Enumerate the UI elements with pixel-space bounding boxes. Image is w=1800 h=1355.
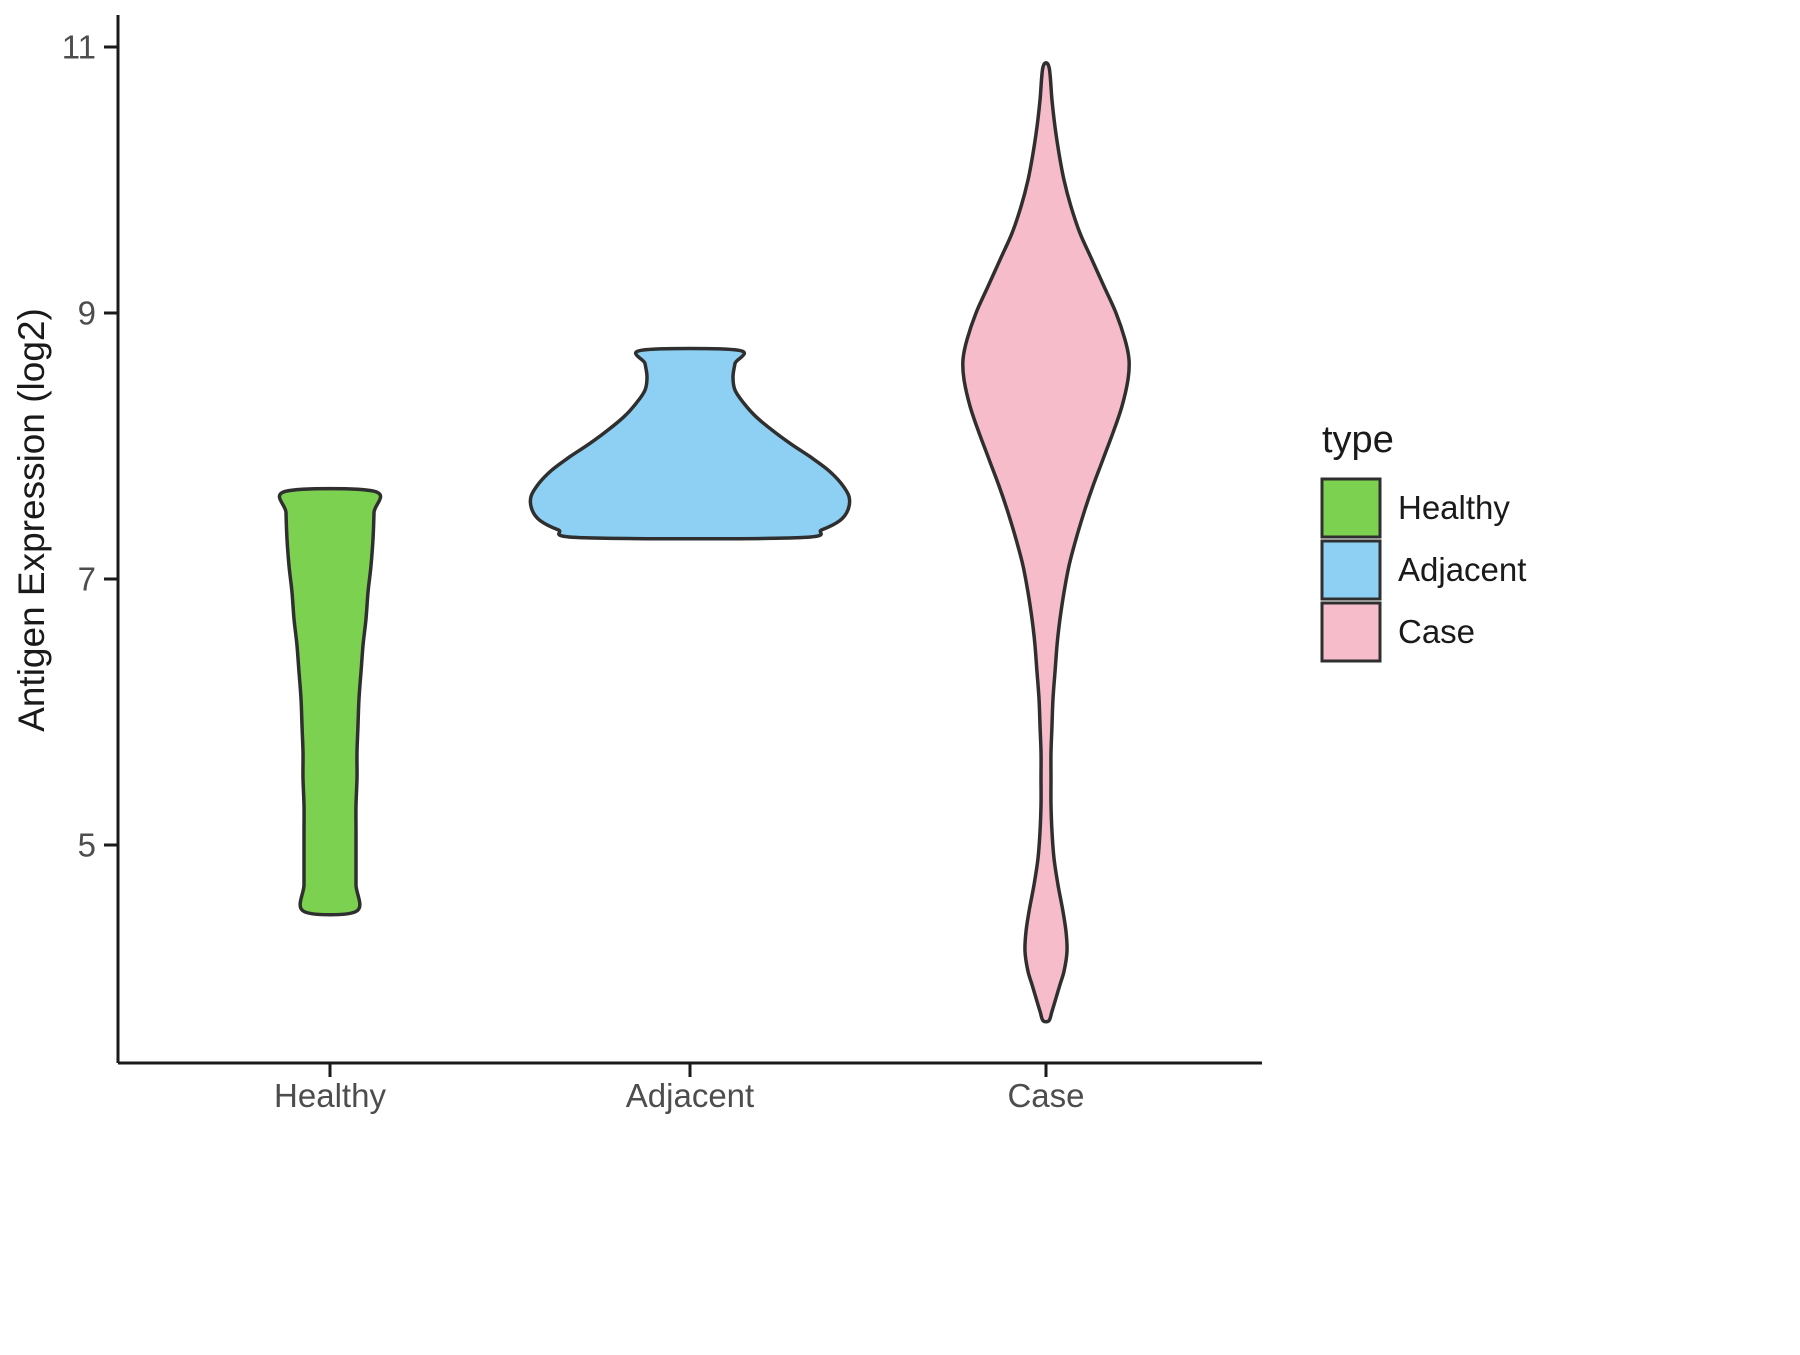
y-tick-label-5: 5 [78, 827, 96, 864]
legend: type Healthy Adjacent Case [1320, 419, 1526, 663]
legend-swatch-healthy [1320, 477, 1382, 539]
y-axis-title: Antigen Expression (log2) [11, 308, 52, 732]
y-axis-tick-labels: 11 9 7 5 [62, 29, 96, 864]
legend-label-case: Case [1398, 613, 1475, 650]
x-tick-label-adjacent: Adjacent [626, 1077, 754, 1114]
violin-healthy [277, 486, 383, 917]
legend-swatch-case [1320, 601, 1382, 663]
y-tick-label-11: 11 [62, 29, 96, 66]
x-tick-label-case: Case [1007, 1077, 1084, 1114]
violin-adjacent [528, 346, 852, 541]
y-tick-label-9: 9 [78, 295, 96, 332]
legend-swatch-adjacent [1320, 539, 1382, 601]
axes-layer [104, 15, 1262, 1077]
violins-layer [277, 61, 1131, 1024]
legend-title: type [1322, 419, 1394, 461]
y-tick-label-7: 7 [78, 561, 96, 598]
legend-label-healthy: Healthy [1398, 489, 1510, 526]
legend-label-adjacent: Adjacent [1398, 551, 1526, 588]
x-axis-tick-labels: Healthy Adjacent Case [274, 1077, 1084, 1114]
violin-case [961, 61, 1131, 1024]
x-tick-label-healthy: Healthy [274, 1077, 386, 1114]
